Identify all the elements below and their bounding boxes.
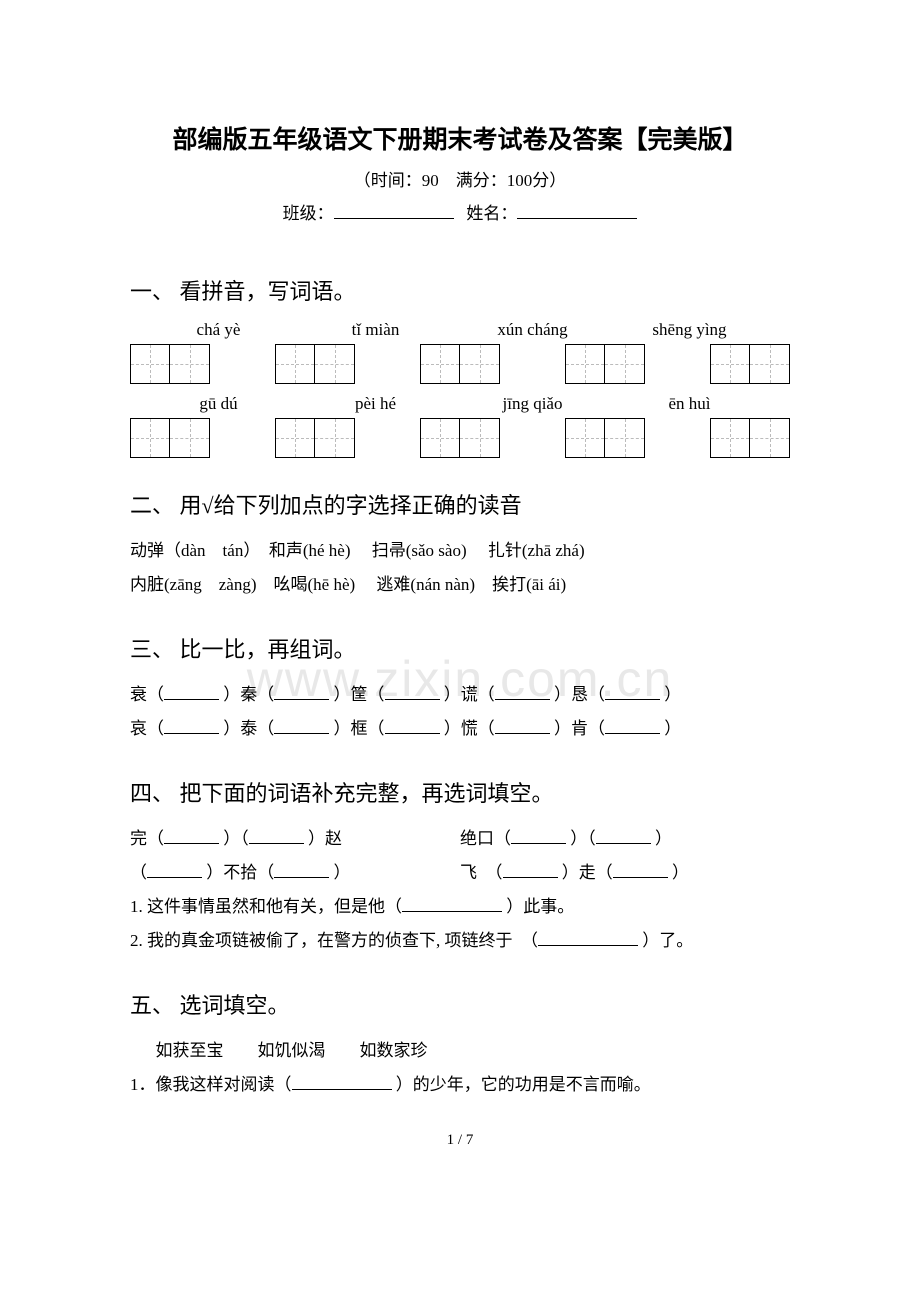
text: ）	[655, 829, 672, 848]
text: ）（	[570, 829, 596, 848]
char-grid	[710, 344, 790, 384]
text: ）泰（	[223, 719, 274, 738]
text: 哀（	[130, 719, 164, 738]
student-fields: 班级： 姓名：	[130, 199, 790, 224]
name-blank	[517, 201, 637, 219]
page-subtitle: （时间：90 满分：100分）	[130, 166, 790, 191]
text: ）恳（	[554, 685, 605, 704]
page-title: 部编版五年级语文下册期末考试卷及答案【完美版】	[130, 120, 790, 156]
text: ）赵	[308, 829, 342, 848]
char-grid	[275, 418, 355, 458]
blank	[538, 928, 638, 946]
text-line: 1．像我这样对阅读（ ）的少年，它的功用是不言而喻。	[130, 1068, 790, 1102]
char-grid	[130, 344, 210, 384]
text: 飞 （	[460, 863, 503, 882]
text-line: 1. 这件事情虽然和他有关，但是他（ ）此事。	[130, 890, 790, 924]
blank	[495, 716, 550, 734]
options-line: 如获至宝 如饥似渴 如数家珍	[130, 1034, 790, 1068]
page-footer: 1 / 7	[130, 1132, 790, 1149]
pinyin-label: xún cháng	[454, 320, 611, 340]
blank	[292, 1072, 392, 1090]
text: ）秦（	[223, 685, 274, 704]
section-3-heading: 三、 比一比，再组词。	[130, 632, 790, 664]
blank	[385, 682, 440, 700]
text-line: （ ）不拾（ ）	[130, 856, 460, 890]
text-line: 飞 （ ）走（ ）	[460, 856, 790, 890]
blank	[385, 716, 440, 734]
text: ）走（	[562, 863, 613, 882]
text: ）此事。	[506, 897, 574, 916]
blank	[274, 860, 329, 878]
text: ）	[334, 863, 351, 882]
section-3-body: 衰（ ）秦（ ）筐（ ）谎（ ）恳（ ） 哀（ ）泰（ ）框（ ）慌（ ）肯（ …	[130, 678, 790, 746]
text-line: 绝口（ ）（ ）	[460, 822, 790, 856]
blank	[605, 682, 660, 700]
blank	[147, 860, 202, 878]
section-1-heading: 一、 看拼音，写词语。	[130, 274, 790, 306]
text-line: 动弹（dàn tán） 和声(hé hè) 扫帚(sǎo sào) 扎针(zhā…	[130, 534, 790, 568]
char-grid	[420, 418, 500, 458]
class-label: 班级：	[283, 204, 334, 223]
char-grid	[565, 418, 645, 458]
text: 2. 我的真金项链被偷了，在警方的侦查下, 项链终于 （	[130, 931, 538, 950]
text-line: 完（ ）（ ）赵	[130, 822, 460, 856]
text: 1. 这件事情虽然和他有关，但是他（	[130, 897, 402, 916]
section-4-body: 完（ ）（ ）赵 绝口（ ）（ ） （ ）不拾（ ） 飞 （ ）	[130, 822, 790, 958]
text: 绝口（	[460, 829, 511, 848]
section-2-heading: 二、 用√给下列加点的字选择正确的读音	[130, 488, 790, 520]
section-5-heading: 五、 选词填空。	[130, 988, 790, 1020]
blank	[596, 826, 651, 844]
blank	[402, 894, 502, 912]
pinyin-label: tǐ miàn	[297, 320, 454, 340]
blank	[495, 682, 550, 700]
text: ）了。	[642, 931, 693, 950]
text: 衰（	[130, 685, 164, 704]
char-grid	[130, 418, 210, 458]
class-blank	[334, 201, 454, 219]
text: ）框（	[334, 719, 385, 738]
text: 完（	[130, 829, 164, 848]
blank	[164, 826, 219, 844]
blank	[274, 682, 329, 700]
text: ）谎（	[444, 685, 495, 704]
text: 1．像我这样对阅读（	[130, 1075, 292, 1094]
text-line: 内脏(zāng zàng) 吆喝(hē hè) 逃难(nán nàn) 挨打(ā…	[130, 568, 790, 602]
blank	[164, 716, 219, 734]
text: ）的少年，它的功用是不言而喻。	[396, 1075, 651, 1094]
blank	[503, 860, 558, 878]
pinyin-label: chá yè	[140, 320, 297, 340]
char-grid	[710, 418, 790, 458]
pinyin-label: shēng yìng	[611, 320, 768, 340]
text: ）慌（	[444, 719, 495, 738]
text: （	[130, 863, 147, 882]
text: ）	[672, 863, 689, 882]
pinyin-label: jīng qiǎo	[454, 394, 611, 414]
blank	[249, 826, 304, 844]
text-line: 哀（ ）泰（ ）框（ ）慌（ ）肯（ ）	[130, 712, 790, 746]
text: ）不拾（	[206, 863, 274, 882]
char-grid	[565, 344, 645, 384]
pinyin-label: ēn huì	[611, 394, 768, 414]
pinyin-label: pèi hé	[297, 394, 454, 414]
text: ）	[664, 685, 681, 704]
text: ）筐（	[334, 685, 385, 704]
blank	[511, 826, 566, 844]
text: ）肯（	[554, 719, 605, 738]
blank	[164, 682, 219, 700]
pinyin-label: gū dú	[140, 394, 297, 414]
char-grid	[420, 344, 500, 384]
blank	[274, 716, 329, 734]
text-line: 衰（ ）秦（ ）筐（ ）谎（ ）恳（ ）	[130, 678, 790, 712]
char-grid	[275, 344, 355, 384]
text: ）	[664, 719, 681, 738]
section-2-body: 动弹（dàn tán） 和声(hé hè) 扫帚(sǎo sào) 扎针(zhā…	[130, 534, 790, 602]
pinyin-exercise: chá yè tǐ miàn xún cháng shēng yìng gū d…	[130, 320, 790, 458]
blank	[605, 716, 660, 734]
text-line: 2. 我的真金项链被偷了，在警方的侦查下, 项链终于 （ ）了。	[130, 924, 790, 958]
section-5-body: 如获至宝 如饥似渴 如数家珍 1．像我这样对阅读（ ）的少年，它的功用是不言而喻…	[130, 1034, 790, 1102]
blank	[613, 860, 668, 878]
name-label: 姓名：	[466, 204, 517, 223]
section-4-heading: 四、 把下面的词语补充完整，再选词填空。	[130, 776, 790, 808]
text: ）（	[223, 829, 249, 848]
